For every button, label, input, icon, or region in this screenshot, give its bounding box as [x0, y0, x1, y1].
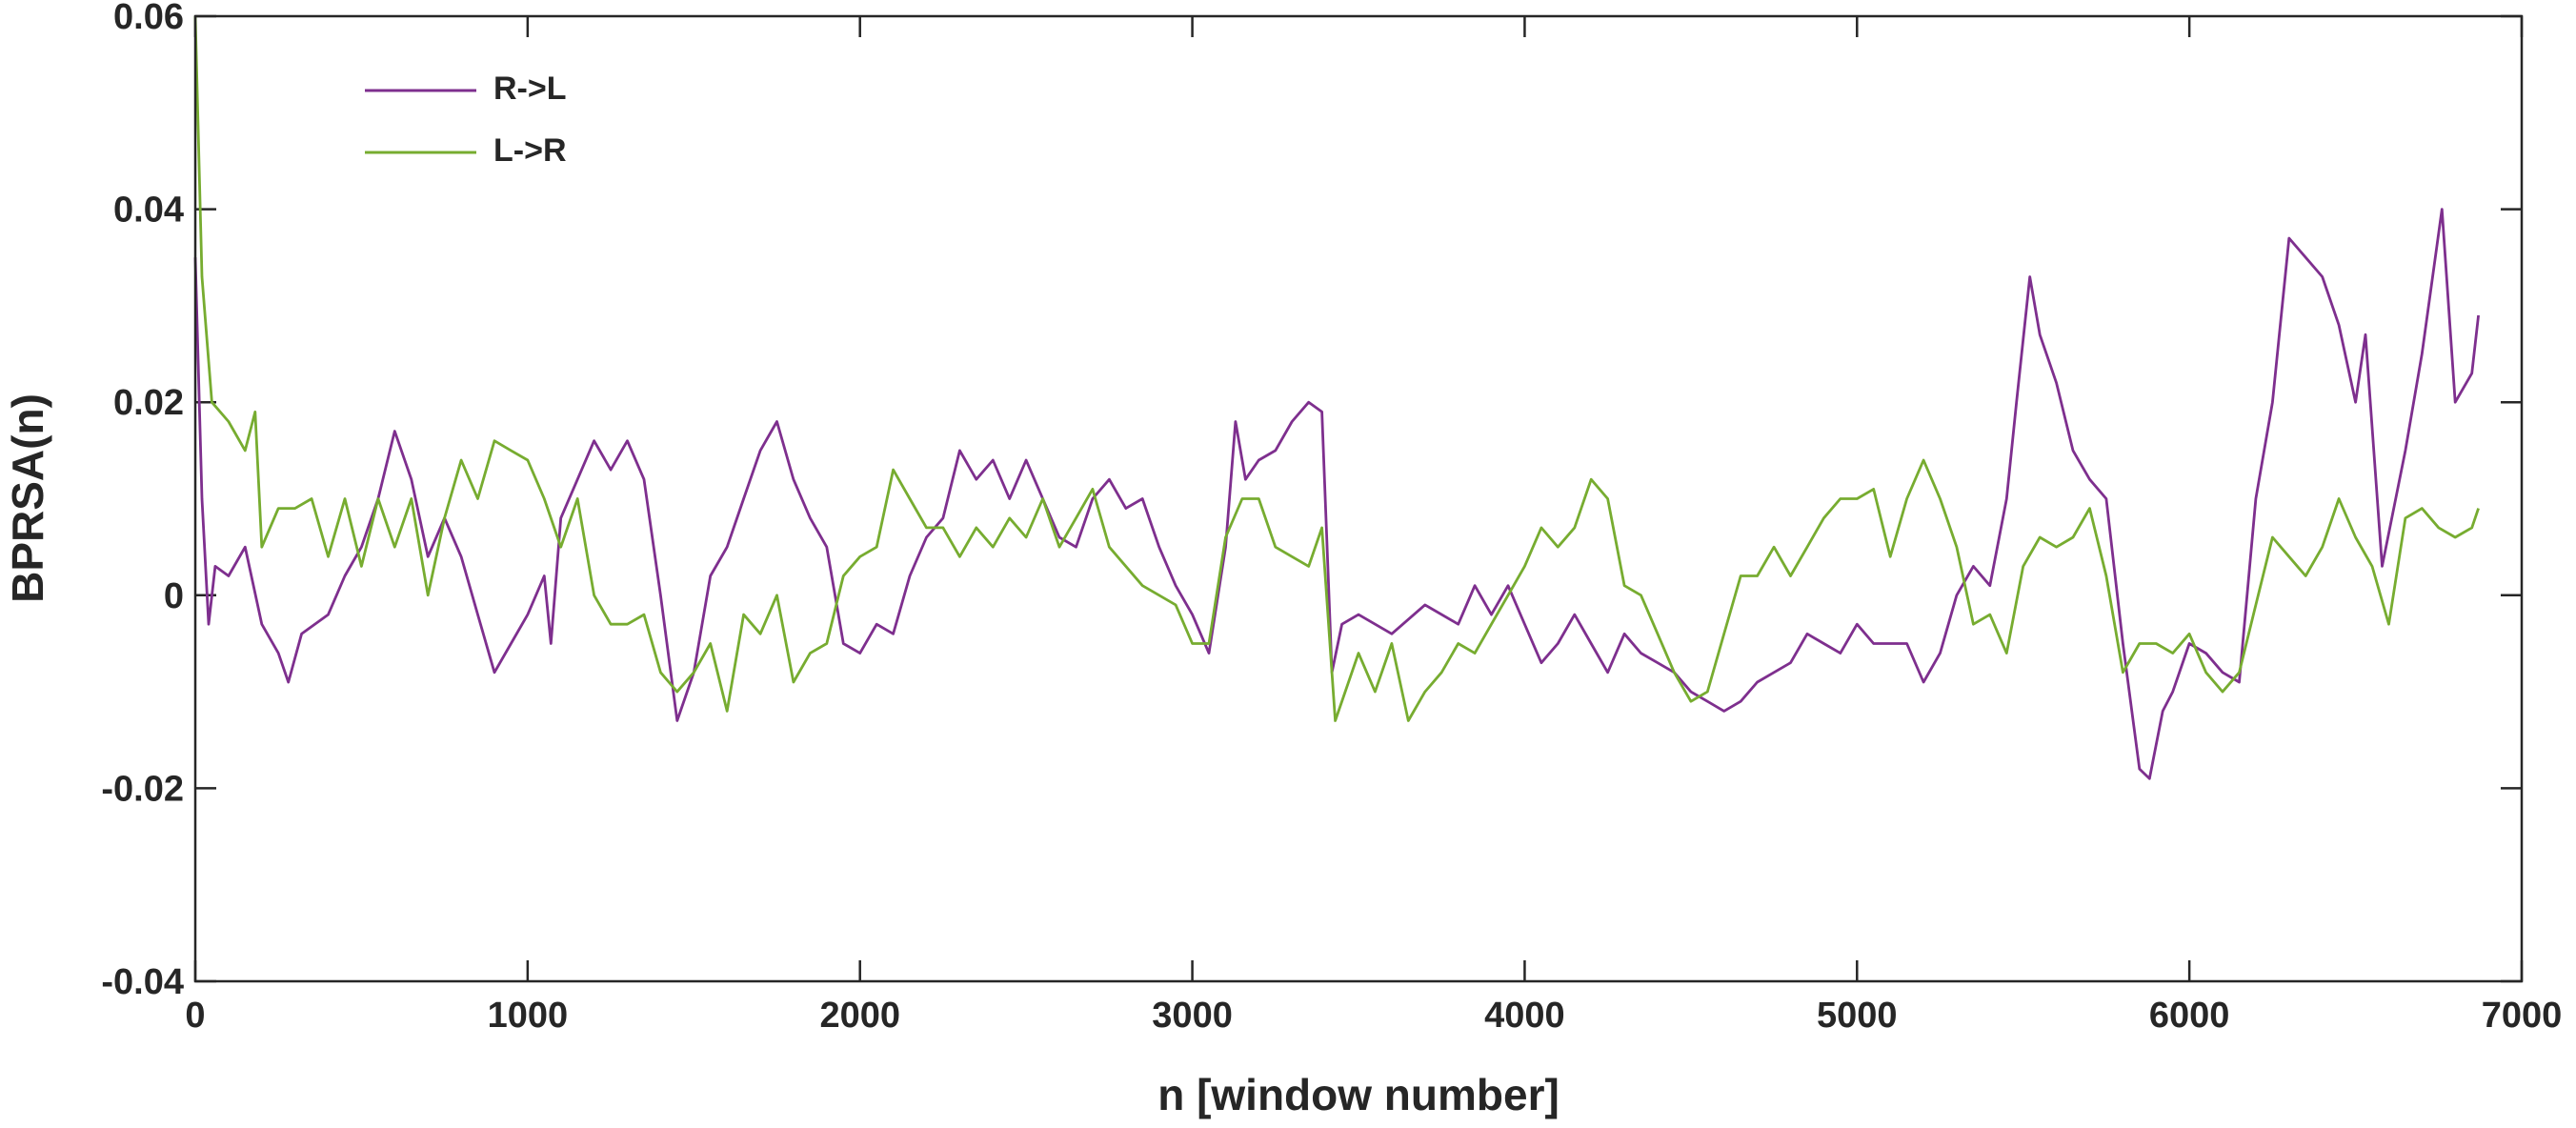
- plot-frame: [193, 14, 2524, 983]
- x-axis-label: n [window number]: [1157, 1070, 1560, 1119]
- y-tick-label: -0.04: [101, 962, 184, 1002]
- x-tick-label: 7000: [2482, 996, 2563, 1036]
- y-tick-label: 0.04: [113, 191, 184, 231]
- x-tick-label: 4000: [1484, 996, 1565, 1036]
- x-tick-label: 5000: [1817, 996, 1898, 1036]
- y-tick-label: 0.06: [113, 0, 184, 37]
- legend-label: L->R: [493, 132, 567, 169]
- series-line: [193, 15, 2480, 722]
- y-tick-label: 0: [164, 576, 184, 616]
- x-tick-label: 1000: [488, 996, 569, 1036]
- x-tick-label: 0: [185, 996, 205, 1036]
- x-tick-label: 3000: [1152, 996, 1233, 1036]
- x-tick-label: 2000: [819, 996, 900, 1036]
- y-axis-label: BPRSA(n): [3, 393, 52, 603]
- y-tick-label: 0.02: [113, 383, 184, 423]
- series-line: [193, 208, 2480, 780]
- legend-label: R->L: [493, 70, 567, 107]
- x-tick-label: 6000: [2149, 996, 2230, 1036]
- y-tick-label: -0.02: [101, 769, 184, 809]
